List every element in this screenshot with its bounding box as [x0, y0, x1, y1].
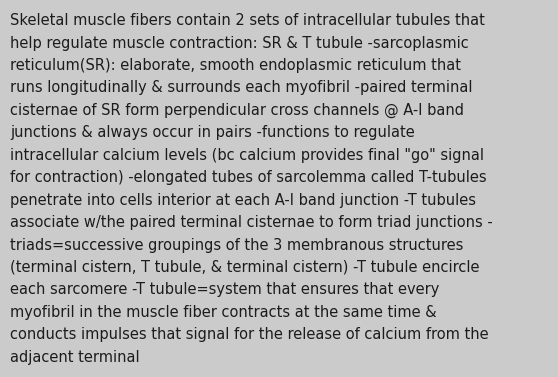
Text: adjacent terminal: adjacent terminal [10, 350, 140, 365]
Text: cisternae of SR form perpendicular cross channels @ A-I band: cisternae of SR form perpendicular cross… [10, 103, 464, 118]
Text: each sarcomere -T tubule=system that ensures that every: each sarcomere -T tubule=system that ens… [10, 282, 439, 297]
Text: penetrate into cells interior at each A-I band junction -T tubules: penetrate into cells interior at each A-… [10, 193, 476, 208]
Text: triads=successive groupings of the 3 membranous structures: triads=successive groupings of the 3 mem… [10, 238, 463, 253]
Text: for contraction) -elongated tubes of sarcolemma called T-tubules: for contraction) -elongated tubes of sar… [10, 170, 487, 185]
Text: junctions & always occur in pairs -functions to regulate: junctions & always occur in pairs -funct… [10, 126, 415, 140]
Text: conducts impulses that signal for the release of calcium from the: conducts impulses that signal for the re… [10, 327, 489, 342]
Text: reticulum(SR): elaborate, smooth endoplasmic reticulum that: reticulum(SR): elaborate, smooth endopla… [10, 58, 461, 73]
Text: (terminal cistern, T tubule, & terminal cistern) -T tubule encircle: (terminal cistern, T tubule, & terminal … [10, 260, 479, 275]
Text: intracellular calcium levels (bc calcium provides final "go" signal: intracellular calcium levels (bc calcium… [10, 148, 484, 163]
Text: Skeletal muscle fibers contain 2 sets of intracellular tubules that: Skeletal muscle fibers contain 2 sets of… [10, 13, 485, 28]
Text: associate w/the paired terminal cisternae to form triad junctions -: associate w/the paired terminal cisterna… [10, 215, 493, 230]
Text: runs longitudinally & surrounds each myofibril -paired terminal: runs longitudinally & surrounds each myo… [10, 81, 473, 95]
Text: myofibril in the muscle fiber contracts at the same time &: myofibril in the muscle fiber contracts … [10, 305, 437, 320]
Text: help regulate muscle contraction: SR & T tubule -sarcoplasmic: help regulate muscle contraction: SR & T… [10, 36, 469, 51]
